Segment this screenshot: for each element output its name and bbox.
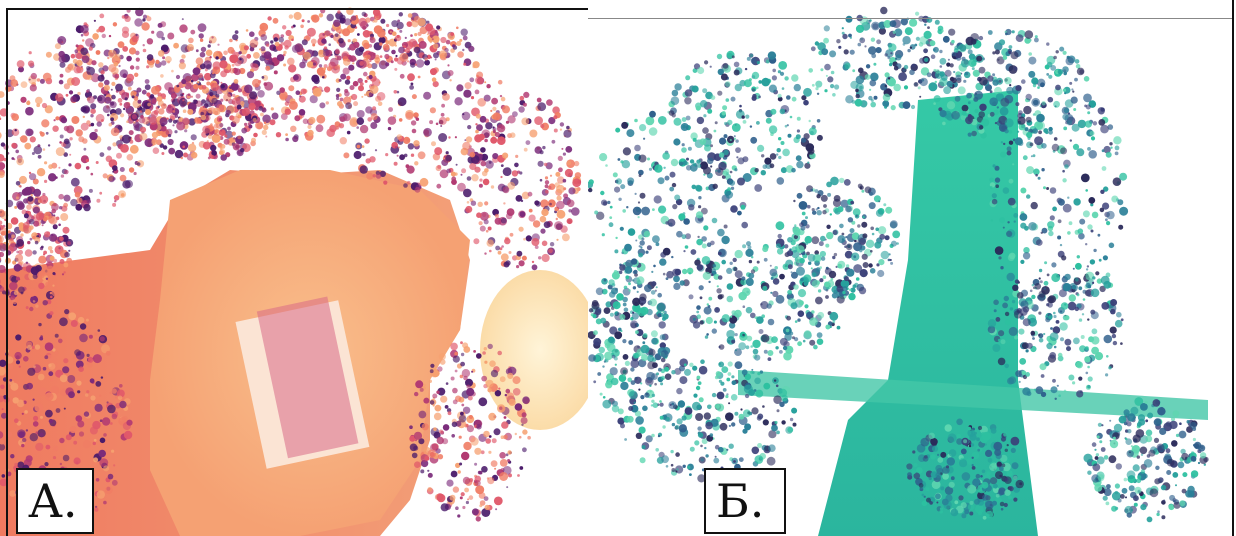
panel-a-heightmap bbox=[0, 0, 588, 536]
frame-border-top bbox=[6, 8, 588, 10]
frame-border-top-b bbox=[588, 18, 1232, 19]
panel-b-label: Б. bbox=[704, 468, 786, 534]
frame-border-left bbox=[6, 8, 8, 536]
panel-a-point-cloud-image bbox=[0, 0, 588, 536]
frame-border-right bbox=[1232, 0, 1234, 536]
panel-a-label: А. bbox=[16, 468, 94, 534]
panel-b-heightmap bbox=[588, 0, 1236, 536]
panel-b-point-cloud-image bbox=[588, 0, 1236, 536]
